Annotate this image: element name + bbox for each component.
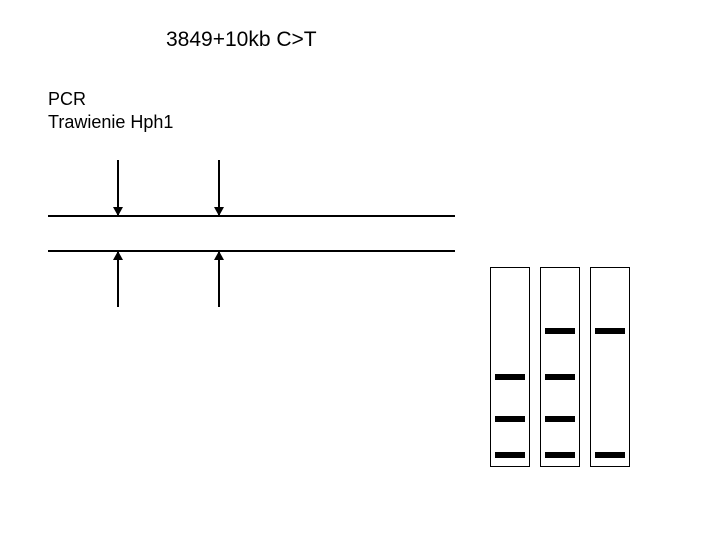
gel-band: [495, 374, 525, 380]
gel-band: [595, 328, 625, 334]
gel-band: [545, 452, 575, 458]
cut-arrow-up-0: [117, 252, 119, 307]
gel-band: [545, 374, 575, 380]
cut-arrow-up-1: [218, 252, 220, 307]
gel-band: [545, 328, 575, 334]
diagram-subtitle: PCR Trawienie Hph1: [48, 88, 173, 133]
gel-lane-wt: [490, 267, 530, 467]
gel-band: [545, 416, 575, 422]
cut-arrow-down-0: [117, 160, 119, 215]
dna-strand-bottom: [48, 250, 455, 252]
subtitle-line1: PCR: [48, 89, 86, 109]
diagram-title: 3849+10kb C>T: [166, 28, 317, 52]
gel-lane-het: [540, 267, 580, 467]
cut-arrow-down-1: [218, 160, 220, 215]
gel-band: [595, 452, 625, 458]
subtitle-line2: Trawienie Hph1: [48, 112, 173, 132]
gel-band: [495, 452, 525, 458]
gel-lane-mut: [590, 267, 630, 467]
dna-strand-top: [48, 215, 455, 217]
gel-band: [495, 416, 525, 422]
